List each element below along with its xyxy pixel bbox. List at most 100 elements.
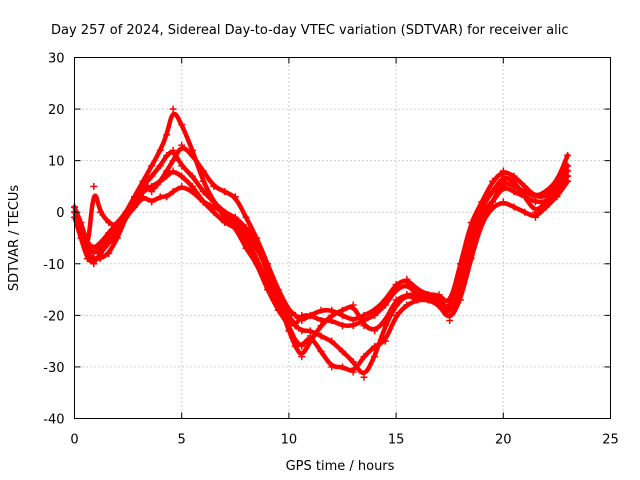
data-point	[156, 193, 164, 201]
chart-title: Day 257 of 2024, Sidereal Day-to-day VTE…	[51, 23, 568, 38]
data-point	[199, 188, 207, 196]
y-tick-label: -20	[43, 309, 64, 324]
data-point	[317, 332, 325, 340]
data-point	[414, 286, 422, 294]
data-point	[188, 172, 196, 180]
data-point	[435, 301, 443, 309]
data-point	[221, 188, 229, 196]
data-point	[263, 286, 271, 294]
data-point	[163, 167, 171, 175]
data-point	[242, 244, 250, 252]
plot-frame	[74, 57, 611, 419]
data-point	[349, 358, 357, 366]
data-point	[83, 249, 91, 257]
data-point	[392, 296, 400, 304]
data-point	[489, 188, 497, 196]
data-point	[360, 353, 368, 361]
data-point	[349, 368, 357, 376]
data-point	[339, 311, 346, 319]
data-point	[148, 162, 156, 170]
data-point	[131, 193, 139, 201]
y-tick-label: 20	[48, 103, 65, 118]
data-point	[148, 172, 156, 180]
data-point	[156, 162, 164, 170]
data-point	[253, 260, 261, 268]
data-point	[531, 213, 539, 221]
data-point	[499, 198, 507, 206]
data-point	[178, 182, 186, 190]
data-point	[231, 193, 239, 201]
data-point	[435, 291, 443, 299]
data-point	[156, 177, 164, 185]
data-point	[139, 177, 147, 185]
data-point	[77, 224, 85, 232]
data-point	[510, 172, 518, 180]
data-point	[446, 301, 454, 309]
data-point	[169, 157, 177, 165]
data-point	[113, 224, 121, 232]
data-point	[403, 301, 411, 309]
data-point	[139, 193, 147, 201]
data-point	[510, 203, 518, 211]
data-point	[371, 353, 379, 361]
data-point	[360, 373, 368, 381]
data-point	[317, 306, 325, 314]
y-tick-label: -10	[43, 258, 64, 273]
data-point	[274, 296, 282, 304]
data-point	[542, 188, 550, 196]
x-tick-label: 5	[178, 433, 186, 448]
data-point	[478, 213, 486, 221]
y-axis-label: SDTVAR / TECUs	[7, 185, 22, 292]
data-point	[564, 151, 572, 159]
data-point	[199, 167, 207, 175]
data-point	[360, 311, 368, 319]
data-point	[178, 121, 186, 129]
data-point	[489, 177, 497, 185]
data-point	[339, 347, 346, 355]
data-point	[285, 327, 293, 335]
data-point	[291, 322, 299, 330]
data-point	[178, 172, 186, 180]
data-point	[163, 193, 171, 201]
data-point	[148, 198, 156, 206]
data-point	[169, 146, 177, 154]
data-point	[317, 322, 325, 330]
axis-ticks: 0 5 10 15 20 25 -40 -30 -20 -10 0 10 20 30	[43, 52, 619, 448]
y-tick-label: 0	[56, 206, 64, 221]
data-point	[328, 337, 336, 345]
data-point	[169, 188, 177, 196]
data-point	[403, 291, 411, 299]
data-point	[298, 342, 306, 350]
y-tick-label: -30	[43, 361, 64, 376]
data-point	[178, 162, 186, 170]
data-point	[291, 342, 299, 350]
series-line-3	[72, 179, 570, 375]
data-point	[253, 234, 261, 242]
data-point	[328, 363, 336, 371]
data-point	[163, 151, 171, 159]
data-point	[381, 317, 389, 325]
data-point	[90, 182, 98, 190]
data-point	[105, 234, 113, 242]
data-point	[291, 311, 299, 319]
data-point	[306, 311, 314, 319]
data-point	[339, 322, 346, 330]
data-point	[499, 177, 507, 185]
series-line-2	[72, 111, 570, 373]
data-point	[221, 208, 229, 216]
y-tick-label: 10	[48, 155, 65, 170]
plot-area	[71, 105, 572, 381]
data-point	[199, 198, 207, 206]
data-point	[178, 141, 186, 149]
data-point	[531, 193, 539, 201]
data-point	[263, 260, 271, 268]
x-tick-label: 25	[602, 433, 619, 448]
x-tick-label: 10	[281, 433, 298, 448]
data-point	[381, 337, 389, 345]
data-point	[163, 131, 171, 139]
data-point	[521, 182, 529, 190]
data-point	[274, 286, 282, 294]
data-point	[489, 198, 497, 206]
data-point	[317, 347, 325, 355]
data-point	[188, 151, 196, 159]
